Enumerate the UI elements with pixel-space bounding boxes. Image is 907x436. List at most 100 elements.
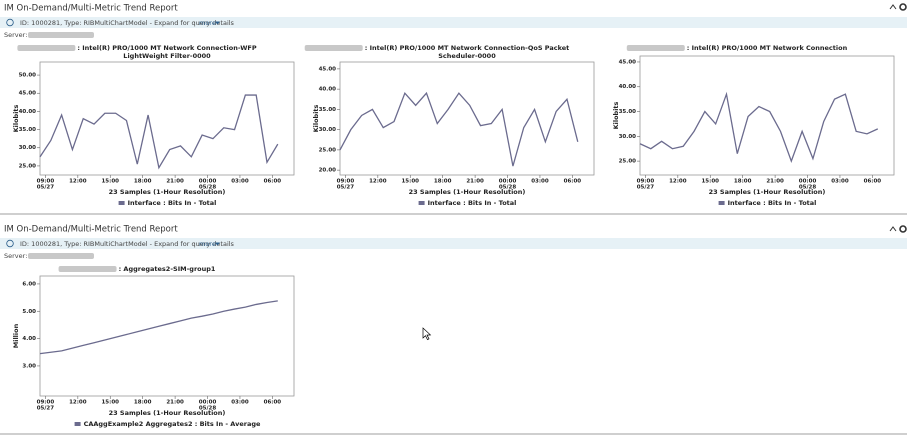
y-tick-label: 35.00 — [619, 109, 637, 115]
x-tick-label: 03:00 — [831, 179, 849, 185]
chart-title: LightWeight Filter-0000 — [123, 52, 211, 60]
x-tick-label: 00:00 — [199, 400, 217, 406]
y-tick-label: 30.00 — [319, 127, 337, 133]
y-tick-label: 40.00 — [319, 87, 337, 93]
legend-label: Interface : Bits In - Total — [128, 199, 217, 207]
x-tick-label: 03:00 — [231, 179, 249, 185]
legend-label: Interface : Bits In - Total — [728, 199, 817, 207]
info-icon — [6, 239, 14, 248]
legend-label: Interface : Bits In - Total — [428, 199, 517, 207]
server-blurred — [28, 32, 94, 38]
collapse-icon[interactable] — [889, 226, 897, 232]
x-tick-label: 21:00 — [766, 179, 784, 185]
x-tick-label: 03:00 — [531, 179, 549, 185]
x-tick-label: 06:00 — [864, 179, 882, 185]
y-tick-label: 6.00 — [22, 281, 36, 287]
plot-area — [39, 61, 295, 176]
info-text: ID: 1000281, Type: RIBMultiChartModel - … — [20, 240, 235, 248]
x-tick-label: 06:00 — [264, 400, 282, 406]
x-tick-label: 21:00 — [166, 400, 184, 406]
settings-icon[interactable] — [899, 225, 907, 233]
panel-title: IM On-Demand/Multi-Metric Trend Report — [4, 225, 178, 235]
info-text: ID: 1000281, Type: RIBMultiChartModel - … — [20, 19, 235, 27]
plot-area — [339, 61, 595, 176]
x-tick-label: 12:00 — [669, 179, 687, 185]
x-tick-sublabel: 05/27 — [37, 185, 54, 191]
x-tick-sublabel: 05/28 — [199, 185, 216, 191]
y-axis-label: Million — [12, 323, 20, 348]
settings-icon[interactable] — [899, 3, 907, 11]
mouse-cursor — [422, 327, 432, 341]
y-tick-label: 4.00 — [22, 336, 36, 342]
y-tick-label: 25.00 — [619, 159, 637, 165]
host-blurred — [17, 45, 76, 51]
info-icon — [6, 18, 14, 27]
x-tick-label: 15:00 — [401, 179, 419, 185]
x-axis-label: 23 Samples (1-Hour Resolution) — [409, 188, 526, 196]
more-arrow[interactable] — [215, 21, 220, 25]
legend-swatch — [418, 201, 425, 205]
y-axis-label: Kilobits — [612, 101, 620, 129]
x-tick-label: 21:00 — [466, 179, 484, 185]
server-label: Server: — [4, 31, 27, 39]
y-tick-label: 45.00 — [619, 59, 637, 65]
series-line — [339, 91, 579, 167]
x-tick-label: 09:00 — [637, 179, 655, 185]
y-tick-label: 40.00 — [619, 84, 637, 90]
x-tick-label: 12:00 — [69, 400, 87, 406]
chart-title: : Aggregates2-SIM-group1 — [119, 265, 216, 273]
x-axis-label: 23 Samples (1-Hour Resolution) — [709, 188, 826, 196]
y-tick-label: 35.00 — [319, 107, 337, 113]
x-axis-label: 23 Samples (1-Hour Resolution) — [109, 188, 226, 196]
chart-title: : Intel(R) PRO/1000 MT Network Connectio… — [365, 44, 570, 52]
x-tick-label: 06:00 — [264, 179, 282, 185]
x-tick-label: 15:00 — [701, 179, 719, 185]
info-bar — [0, 17, 907, 28]
chart-title: : Intel(R) PRO/1000 MT Network Connectio… — [687, 44, 848, 52]
host-blurred — [304, 45, 363, 51]
series-line — [39, 94, 279, 170]
x-tick-sublabel: 05/27 — [637, 185, 654, 191]
y-tick-label: 35.00 — [19, 127, 37, 133]
chart-title: Scheduler-0000 — [438, 52, 496, 60]
x-tick-label: 00:00 — [199, 179, 217, 185]
y-tick-label: 45.00 — [319, 66, 337, 72]
y-tick-label: 20.00 — [319, 168, 337, 174]
panel-title: IM On-Demand/Multi-Metric Trend Report — [4, 4, 178, 14]
series-line — [39, 300, 278, 355]
x-tick-label: 18:00 — [134, 179, 152, 185]
x-tick-sublabel: 05/28 — [799, 185, 816, 191]
x-tick-sublabel: 05/28 — [199, 406, 216, 412]
y-tick-label: 25.00 — [19, 163, 37, 169]
x-tick-label: 21:00 — [166, 179, 184, 185]
more-link[interactable]: more — [199, 240, 216, 248]
x-tick-label: 18:00 — [434, 179, 452, 185]
server-blurred — [28, 253, 94, 259]
more-link[interactable]: more — [199, 19, 216, 27]
x-tick-label: 03:00 — [231, 400, 249, 406]
x-tick-label: 18:00 — [134, 400, 152, 406]
info-bar — [0, 238, 907, 249]
x-tick-label: 06:00 — [564, 179, 582, 185]
x-tick-label: 00:00 — [799, 179, 817, 185]
x-tick-sublabel: 05/27 — [337, 185, 354, 191]
x-tick-label: 15:00 — [101, 179, 119, 185]
y-tick-label: 50.00 — [19, 73, 37, 79]
y-tick-label: 30.00 — [619, 134, 637, 140]
server-label: Server: — [4, 252, 27, 260]
collapse-icon[interactable] — [889, 4, 897, 10]
y-tick-label: 45.00 — [19, 91, 37, 97]
x-tick-sublabel: 05/27 — [37, 406, 54, 412]
plot-area — [639, 55, 895, 176]
plot-area — [39, 275, 295, 397]
y-tick-label: 30.00 — [19, 145, 37, 151]
x-axis-label: 23 Samples (1-Hour Resolution) — [109, 409, 226, 417]
legend-label: CAAggExample2 Aggregates2 : Bits In - Av… — [84, 420, 261, 428]
x-tick-label: 12:00 — [369, 179, 387, 185]
more-arrow[interactable] — [215, 242, 220, 246]
x-tick-label: 18:00 — [734, 179, 752, 185]
x-tick-label: 15:00 — [101, 400, 119, 406]
legend-swatch — [718, 201, 725, 205]
